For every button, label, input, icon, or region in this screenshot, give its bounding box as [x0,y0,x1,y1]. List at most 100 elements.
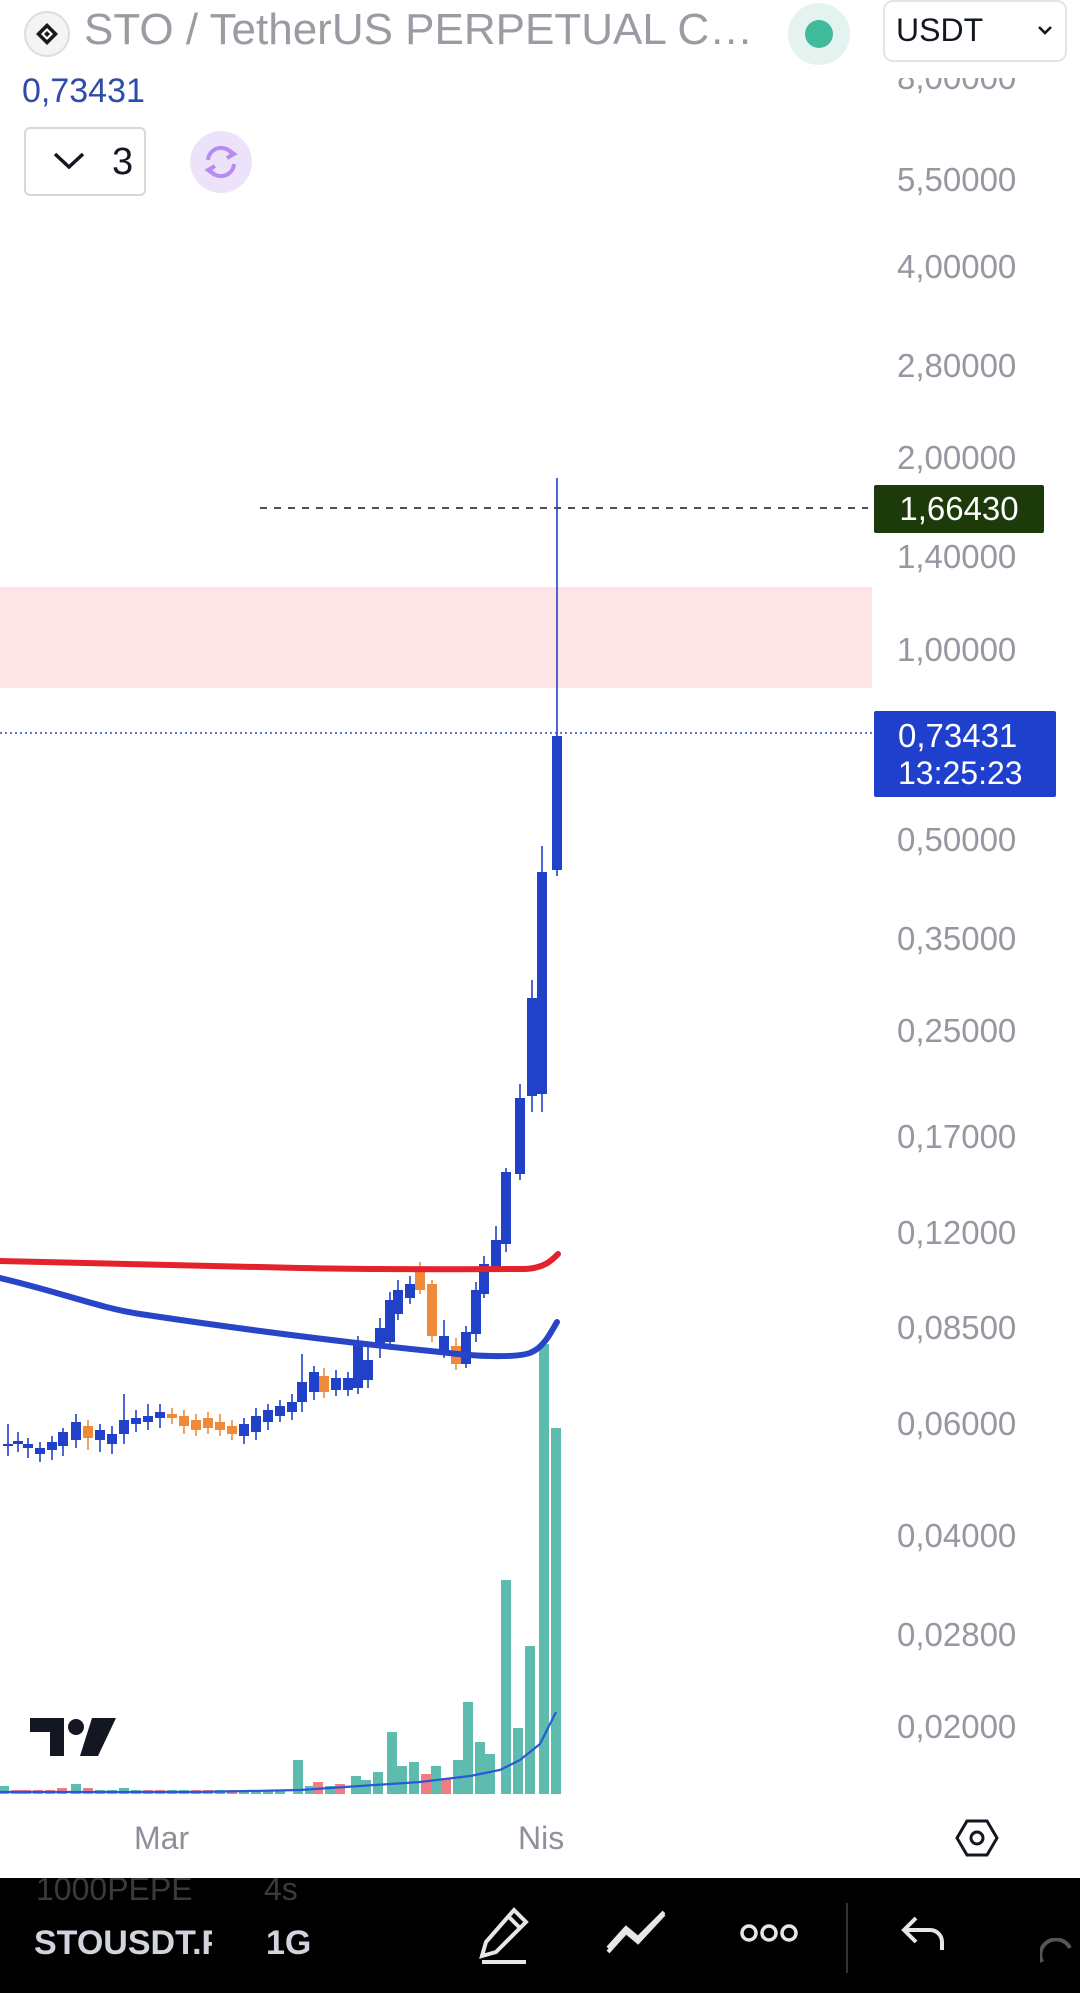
candle-body [385,1300,395,1342]
settings-icon[interactable] [955,1818,999,1863]
ghost-symbol: 1000PEPE [36,1878,193,1907]
price-tick: 1,00000 [897,631,1017,668]
price-tick: 5,50000 [897,161,1017,198]
candle-body [71,1422,81,1440]
candle-body [107,1434,117,1444]
volume-bar [373,1772,383,1794]
price-tick: 0,25000 [897,1012,1017,1049]
volume-bar [551,1428,561,1794]
price-tick: 0,08500 [897,1309,1017,1346]
volume-bar [361,1780,371,1794]
volume-bar [325,1786,335,1794]
candle-body [405,1284,415,1298]
candle-body [251,1416,261,1432]
price-tick: 0,12000 [897,1214,1017,1251]
volume-bar [421,1774,431,1794]
price-chart[interactable] [0,0,1080,1878]
bar-countdown: 13:25:23 [898,755,1023,791]
volume-bar [71,1784,81,1794]
volume-bar [475,1742,485,1794]
high-price-label: 1,66430 [874,485,1044,533]
candle-body [415,1272,425,1290]
candle-body [353,1344,363,1388]
volume-bar [463,1702,473,1794]
candle-body [537,872,547,1094]
candle-body [23,1444,33,1448]
candle-body [363,1360,373,1380]
candle-body [143,1416,153,1422]
interval-button[interactable]: 1G [266,1924,312,1962]
currency-select[interactable]: USDT [883,0,1067,62]
symbol-title[interactable]: STO / TetherUS PERPETUAL C… [84,5,754,54]
candle-body [461,1332,471,1364]
price-tick: 0,06000 [897,1405,1017,1442]
candle-body [58,1432,68,1446]
candle-body [375,1328,385,1348]
current-price: 0,73431 [898,717,1018,754]
volume-ma-line [0,1711,557,1794]
price-tick: 0,02000 [897,1708,1017,1745]
price-tick: 8,00000 [897,59,1017,96]
candle-body [239,1424,249,1436]
indicators-toggle[interactable]: 3 [24,127,146,196]
volume-bar [501,1580,511,1794]
volume-bar [485,1754,495,1794]
indicator-count: 3 [112,141,134,183]
candle-body [319,1376,329,1392]
candle-body [13,1441,23,1444]
price-tick: 1,40000 [897,538,1017,575]
candle-body [35,1448,45,1454]
current-price-label: 0,73431 13:25:23 [874,711,1056,797]
candle-body [471,1290,481,1334]
candle-body [95,1430,105,1440]
volume-bar [441,1778,451,1794]
price-tick: 0,17000 [897,1118,1017,1155]
volume-bar [335,1784,345,1794]
candle-body [491,1240,501,1268]
candle-body [203,1418,213,1428]
price-tick: 0,35000 [897,920,1017,957]
trend-line-icon[interactable] [604,1908,670,1963]
candle-body [227,1426,237,1434]
supply-zone [0,587,872,688]
candle-body [263,1410,273,1422]
candle-body [119,1420,129,1434]
time-label: Mar [134,1820,190,1856]
time-label: Nis [518,1820,565,1856]
candle-body [515,1098,525,1174]
refresh-icon[interactable] [190,131,252,193]
candle-body [393,1290,403,1314]
live-status-icon [788,3,850,65]
candle-body [191,1420,201,1430]
volume-bar [275,1790,285,1794]
price-tick: 2,00000 [897,439,1017,476]
candle-body [343,1378,353,1390]
symbol-code-button[interactable]: STOUSDT.P [34,1924,212,1962]
candle-body [309,1372,319,1392]
ma-red-line [0,1251,561,1273]
candle-body [3,1444,13,1446]
symbol-logo-icon[interactable] [24,11,70,57]
pencil-icon[interactable] [478,1904,534,1971]
candle-body [479,1264,489,1294]
volume-bar [263,1790,273,1794]
more-icon[interactable] [740,1922,798,1949]
ma-blue-line [0,1275,560,1360]
candle-body [527,998,537,1096]
price-tick: 0,04000 [897,1517,1017,1554]
undo-icon[interactable] [900,1912,948,1961]
toolbar-divider [846,1903,848,1973]
bottom-toolbar: 1000PEPE 4s STOUSDT.P 1G [0,1878,1080,1993]
candle-body [275,1406,285,1416]
redo-icon[interactable] [1038,1937,1080,1973]
volume-bar [387,1732,397,1794]
volume-bar [293,1760,303,1794]
price-tick: 4,00000 [897,248,1017,285]
candle-body [297,1382,307,1402]
candle-body [215,1422,225,1430]
candle-body [287,1402,297,1412]
volume-bar [351,1776,361,1794]
price-tick: 2,80000 [897,347,1017,384]
volume-bar [409,1762,419,1794]
tradingview-logo [30,1714,118,1765]
